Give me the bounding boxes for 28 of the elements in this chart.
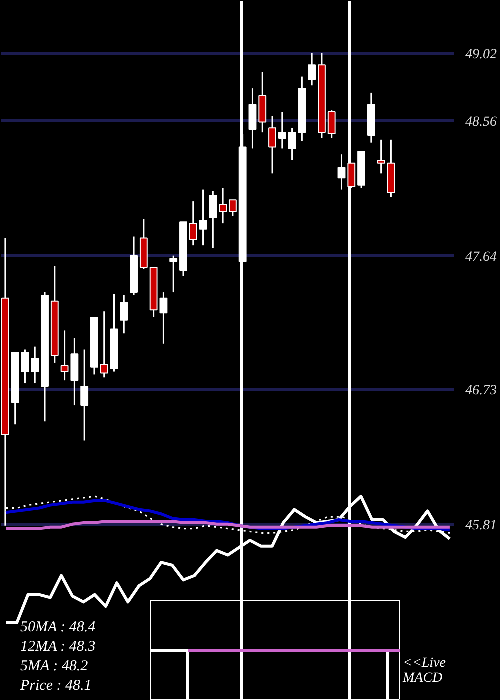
candlestick <box>31 346 40 384</box>
annotation: 50MA : 48.4 <box>20 620 96 636</box>
candlestick <box>189 200 198 246</box>
y-tick-label: 45.81 <box>466 518 497 534</box>
candlestick <box>228 199 237 217</box>
candlestick <box>268 116 276 174</box>
candlestick <box>80 349 89 442</box>
candlestick <box>100 310 108 378</box>
candlestick <box>21 349 30 384</box>
annotation: Price : 48.1 <box>20 678 92 694</box>
candlestick <box>170 255 178 294</box>
candlestick <box>209 190 218 250</box>
candlestick <box>278 111 286 150</box>
candlestick <box>328 110 336 140</box>
candlestick <box>338 154 346 191</box>
y-tick-label: 46.73 <box>466 383 497 398</box>
candlestick <box>288 127 296 162</box>
candlestick <box>120 294 128 334</box>
y-tick-label: 48.56 <box>466 114 497 130</box>
annotation: <<Live MACD <box>403 656 447 686</box>
candlestick <box>199 189 208 246</box>
candlestick <box>377 139 386 174</box>
annotation: 5MA : 48.2 <box>20 658 89 674</box>
y-tick-label: 47.64 <box>466 250 497 265</box>
y-tick-label: 49.02 <box>466 47 497 62</box>
candlestick <box>308 52 316 86</box>
candlestick <box>219 188 228 224</box>
annotation: 12MA : 48.3 <box>20 639 96 655</box>
